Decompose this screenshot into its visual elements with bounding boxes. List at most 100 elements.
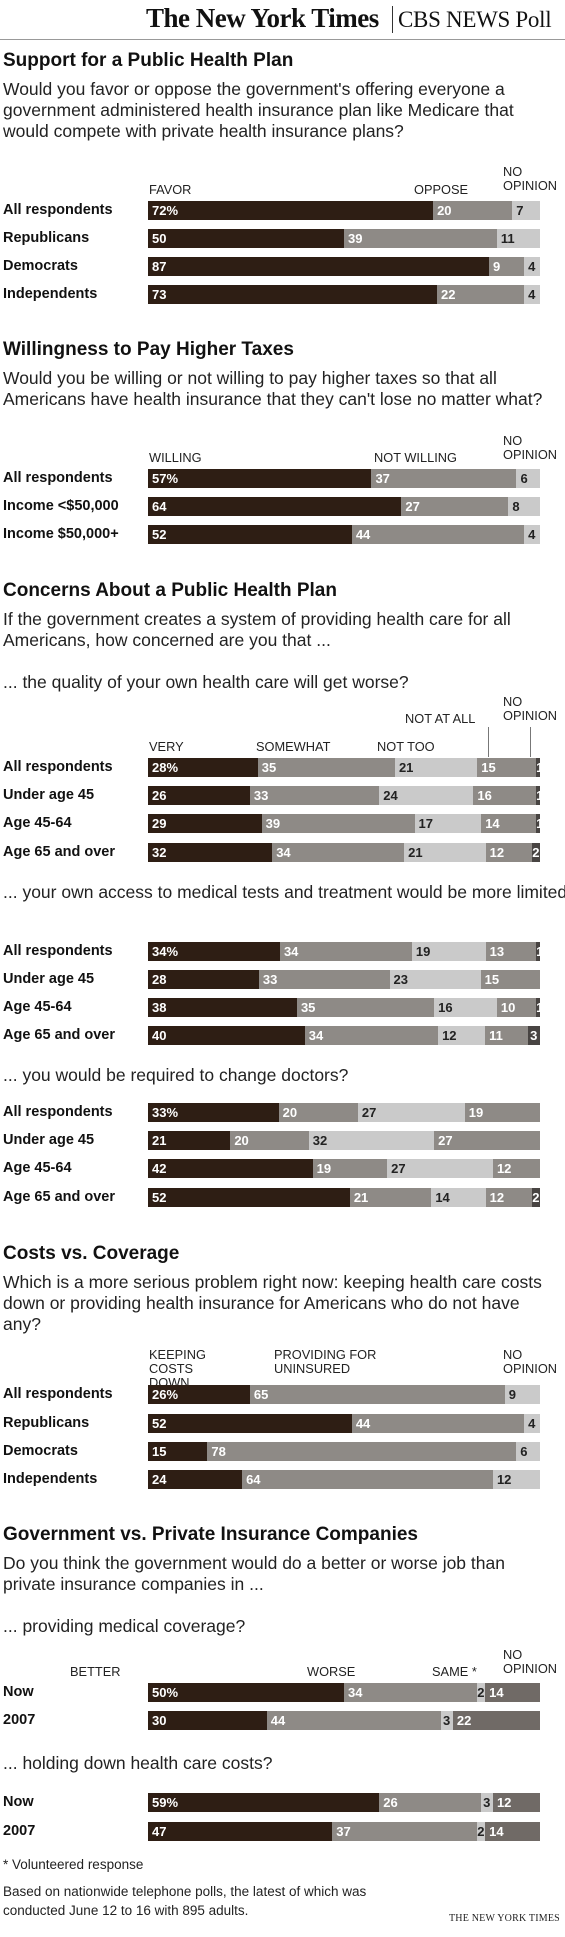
bar-value-label: 20 bbox=[437, 203, 452, 218]
bar-segment-providing-for-uninsured bbox=[249, 1385, 505, 1404]
column-label-keeping-costs-down: KEEPING COSTS DOWN bbox=[149, 1347, 206, 1390]
bar-segment-somewhat bbox=[349, 1188, 432, 1207]
bar-value-label: 3 bbox=[483, 1795, 491, 1810]
bar-segment-no-opinion bbox=[536, 998, 540, 1017]
bar-value-label: 27 bbox=[438, 1133, 453, 1148]
bar-value-label: 39 bbox=[348, 231, 363, 246]
subquestion-text: ... the quality of your own health care … bbox=[3, 672, 409, 692]
row-label: Age 65 and over bbox=[3, 1189, 116, 1205]
bar-value-label: 4 bbox=[528, 287, 536, 302]
bar-value-label: 21 bbox=[408, 845, 423, 860]
bar-value-label: 21 bbox=[353, 1190, 369, 1205]
row-label: Independents bbox=[3, 286, 98, 302]
bar-value-label: 21 bbox=[152, 1133, 167, 1148]
bar-segment-not-too bbox=[308, 1131, 435, 1150]
bar-value-label: 8 bbox=[512, 499, 520, 514]
bar-segment-not-willing bbox=[371, 469, 517, 488]
bar-value-label: 11 bbox=[500, 231, 515, 246]
bar-value-label: 34 bbox=[308, 1028, 324, 1043]
bar-value-label: 33 bbox=[253, 788, 269, 803]
subquestion-text: ... your own access to medical tests and… bbox=[3, 882, 565, 902]
bar-segment-very bbox=[148, 1131, 231, 1150]
bar-value-label: 30 bbox=[152, 1713, 167, 1728]
bar-value-label: 19 bbox=[468, 1105, 484, 1120]
question-text: Which is a more serious problem right no… bbox=[3, 1272, 542, 1334]
bar-value-label: 3 bbox=[442, 1713, 451, 1728]
bar-segment-providing-for-uninsured bbox=[351, 1414, 525, 1433]
bar-value-label: 14 bbox=[489, 1685, 504, 1700]
bar-value-label: 40 bbox=[152, 1028, 167, 1043]
bar-value-label: 37 bbox=[375, 471, 390, 486]
bar-value-label: 12 bbox=[489, 1190, 505, 1205]
bar-segment-no-opinion bbox=[492, 1793, 540, 1812]
bar-segment-not-too bbox=[434, 998, 497, 1017]
bar-segment-no-opinion bbox=[536, 758, 540, 777]
bar-segment-no-opinion bbox=[524, 257, 540, 276]
bar-value-label: 10 bbox=[500, 1000, 516, 1015]
bar-value-label: 37 bbox=[336, 1824, 351, 1839]
bar-value-label: 26% bbox=[152, 1387, 179, 1402]
row-label: Age 65 and over bbox=[3, 844, 116, 860]
bar-segment-not-at-all bbox=[434, 1131, 540, 1150]
bar-segment-somewhat bbox=[304, 1026, 439, 1045]
question-text: Do you think the government would do a b… bbox=[3, 1553, 505, 1594]
bar-value-label: 34 bbox=[348, 1685, 363, 1700]
row-label: Age 45-64 bbox=[3, 1160, 72, 1176]
column-label-not-too: NOT TOO bbox=[377, 739, 435, 754]
bar-value-label: 2 bbox=[477, 1824, 485, 1839]
header-divider bbox=[392, 6, 393, 33]
bar-value-label: 22 bbox=[441, 287, 456, 302]
bar-segment-very bbox=[148, 1026, 305, 1045]
bar-segment-oppose bbox=[433, 201, 513, 220]
bar-value-label: 12 bbox=[496, 1795, 512, 1810]
bar-segment-not-at-all bbox=[485, 843, 533, 862]
bar-segment-no-opinion bbox=[504, 1385, 540, 1404]
bar-value-label: 29 bbox=[152, 816, 167, 831]
label-leader-line bbox=[488, 727, 489, 757]
column-label-no-opinion: NO OPINION bbox=[503, 433, 558, 462]
row-label: All respondents bbox=[3, 1386, 113, 1402]
bar-value-label: 9 bbox=[508, 1387, 516, 1402]
bar-segment-favor bbox=[148, 229, 344, 248]
bar-segment-very bbox=[148, 970, 259, 989]
bar-segment-somewhat bbox=[258, 970, 390, 989]
bar-segment-very bbox=[148, 1103, 279, 1122]
bar-value-label: 72% bbox=[152, 203, 179, 218]
row-label: Now bbox=[3, 1794, 34, 1810]
column-label-not-at-all: NOT AT ALL bbox=[405, 711, 476, 726]
bar-value-label: 52 bbox=[152, 1190, 167, 1205]
column-label-no-opinion: NO OPINION bbox=[503, 694, 558, 723]
header-bar: The New York Times CBS NEWS Poll bbox=[0, 0, 565, 40]
bar-segment-not-at-all bbox=[480, 970, 540, 989]
bar-value-label: 64 bbox=[246, 1472, 261, 1487]
row-label: Republicans bbox=[3, 230, 90, 246]
column-label-very: VERY bbox=[149, 739, 184, 754]
bar-segment-favor bbox=[148, 201, 434, 220]
column-label-no-opinion: NO OPINION bbox=[503, 1647, 558, 1676]
bar-value-label: 15 bbox=[152, 1444, 167, 1459]
row-label: All respondents bbox=[3, 202, 113, 218]
column-label-worse: WORSE bbox=[307, 1664, 356, 1679]
section-title: Concerns About a Public Health Plan bbox=[3, 580, 337, 601]
bar-segment-not-too bbox=[379, 786, 474, 805]
bar-segment-oppose bbox=[344, 229, 497, 248]
bar-segment-not-too bbox=[438, 1026, 486, 1045]
bar-segment-no-opinion bbox=[512, 201, 540, 220]
column-label-same: SAME * bbox=[432, 1664, 477, 1679]
bar-segment-willing bbox=[148, 525, 352, 544]
row-label: Independents bbox=[3, 1471, 98, 1487]
bar-segment-not-at-all bbox=[473, 786, 537, 805]
bar-value-label: 1 bbox=[536, 788, 544, 803]
column-label-no-opinion: NO OPINION bbox=[503, 164, 558, 193]
subquestion-text: ... you would be required to change doct… bbox=[3, 1065, 349, 1085]
bar-value-label: 38 bbox=[152, 1000, 167, 1015]
bar-segment-not-too bbox=[404, 843, 486, 862]
bar-value-label: 12 bbox=[442, 1028, 457, 1043]
bar-value-label: 4 bbox=[528, 527, 536, 542]
bar-segment-oppose bbox=[489, 257, 525, 276]
bar-value-label: 39 bbox=[265, 816, 281, 831]
bar-value-label: 22 bbox=[456, 1713, 472, 1728]
row-label: 2007 bbox=[3, 1823, 36, 1839]
bar-segment-very bbox=[148, 1188, 350, 1207]
column-label-not-willing: NOT WILLING bbox=[374, 450, 457, 465]
